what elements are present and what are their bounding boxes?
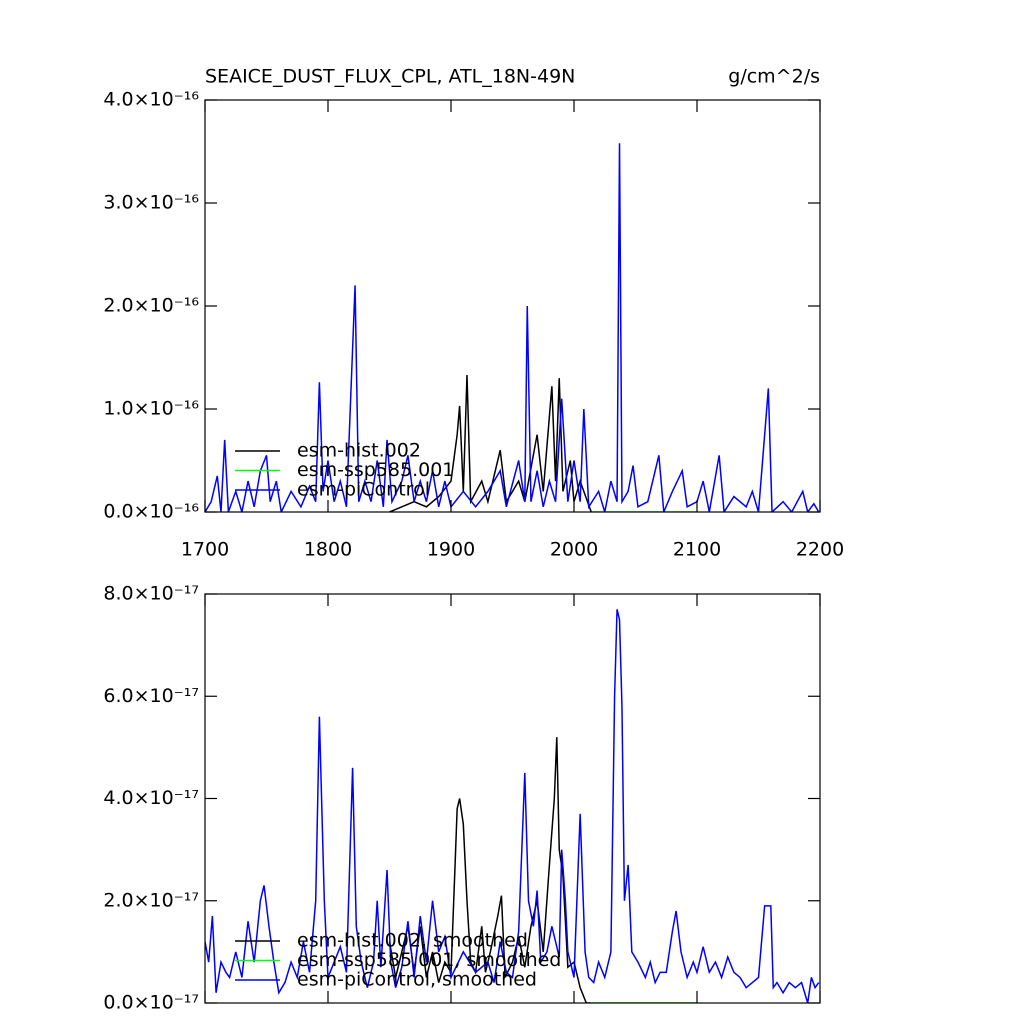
x-tick-label: 2000 [550,539,598,561]
series-line [205,609,820,1003]
x-tick-label: 1900 [427,539,475,561]
legend-label: esm-piControl, smoothed [297,969,537,991]
y-tick-label: 2.0×10⁻¹⁶ [103,295,199,317]
series-line [389,374,592,512]
y-tick-label: 1.0×10⁻¹⁶ [103,398,199,420]
x-tick-label: 1800 [304,539,352,561]
units-label: g/cm^2/s [728,66,820,88]
y-tick-label: 0.0×10⁻¹⁷ [103,992,199,1014]
y-tick-label: 4.0×10⁻¹⁶ [103,89,199,111]
series-line [205,143,820,512]
y-tick-label: 0.0×10⁻¹⁶ [103,501,199,523]
legend-label: esm-hist.002 [297,440,421,462]
x-tick-label: 2100 [673,539,721,561]
y-tick-label: 4.0×10⁻¹⁷ [103,787,199,809]
legend-label: esm-hist.002, smoothed [297,930,528,952]
legend-label: esm-ssp585.001 [297,459,454,481]
chart-title: SEAICE_DUST_FLUX_CPL, ATL_18N-49N [205,66,575,88]
y-tick-label: 3.0×10⁻¹⁶ [103,192,199,214]
y-tick-label: 2.0×10⁻¹⁷ [103,889,199,911]
x-tick-label: 1700 [181,539,229,561]
y-tick-label: 8.0×10⁻¹⁷ [103,583,199,605]
x-tick-label: 2200 [796,539,844,561]
legend-label: esm-piControl [297,479,430,501]
legend-label: esm-ssp585.001, smoothed [297,949,561,971]
y-tick-label: 6.0×10⁻¹⁷ [103,685,199,707]
